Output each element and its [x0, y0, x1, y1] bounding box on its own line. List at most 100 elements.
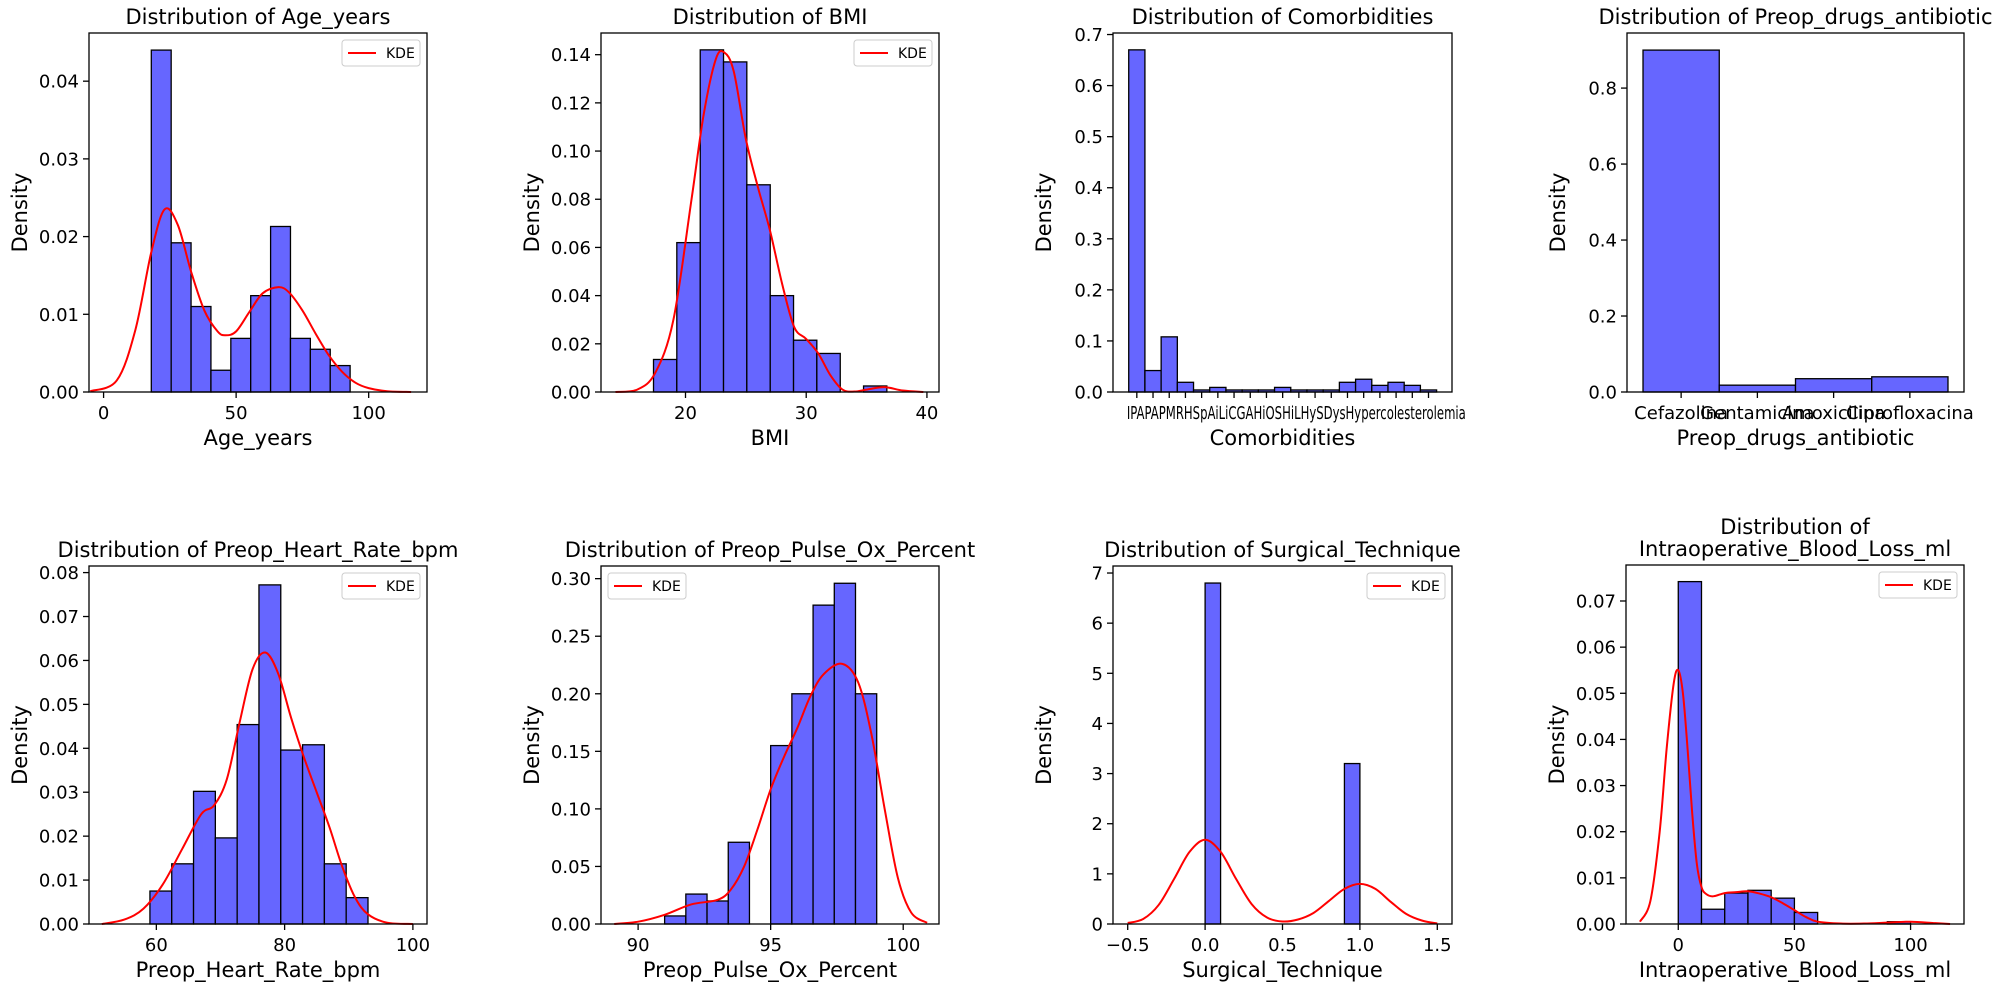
- y-tick-label: 0.06: [551, 238, 591, 259]
- kde-line: [89, 207, 412, 393]
- x-axis-label: Age_years: [204, 426, 313, 451]
- histogram-bar: [1204, 582, 1222, 925]
- y-tick-label: 0.10: [551, 142, 591, 163]
- x-tick-label: 40: [915, 403, 938, 424]
- x-tick-label: 30: [795, 403, 818, 424]
- x-tick-label: 60: [145, 935, 168, 956]
- y-tick-label: 0.14: [551, 45, 591, 66]
- y-tick-label: 2: [1092, 814, 1103, 835]
- x-tick-label: Amoxicilina: [1782, 403, 1885, 424]
- histogram-bar: [323, 863, 347, 925]
- x-tick-label: 100: [396, 935, 430, 956]
- histogram-bar: [652, 358, 678, 393]
- y-tick-label: 0.04: [39, 72, 79, 93]
- histogram-bar: [280, 749, 304, 925]
- chart-blood_loss: 0 50 100 0.00 0.01 0.02 0.03 0.04 0.05 0.06 0.07 Di…: [1545, 515, 1965, 983]
- y-tick-label: 0.05: [1576, 684, 1616, 705]
- legend: KDE: [341, 39, 421, 67]
- x-axis-label: Intraoperative_Blood_Loss_ml: [1639, 958, 1951, 983]
- y-tick-label: 0.7: [1074, 25, 1103, 46]
- y-tick-label: 0.02: [551, 334, 591, 355]
- axes-frame: [88, 32, 428, 393]
- histogram-bar: [1794, 378, 1873, 393]
- histogram-bar: [1160, 336, 1178, 393]
- y-tick-label: 0.04: [1576, 730, 1616, 751]
- y-tick-label: 0.06: [39, 651, 79, 672]
- histogram-bar: [685, 893, 708, 925]
- y-axis-label: Density: [8, 173, 32, 253]
- axes-frame: [1626, 32, 1965, 393]
- x-tick-label: 0: [1673, 935, 1684, 956]
- y-tick-label: 0.2: [1074, 280, 1103, 301]
- x-axis-label: Preop_Heart_Rate_bpm: [136, 958, 381, 983]
- legend-label: KDE: [1923, 578, 1952, 594]
- histogram-bar: [1343, 762, 1361, 925]
- x-tick-label: 50: [225, 403, 248, 424]
- y-axis-label: Density: [1032, 705, 1056, 785]
- y-tick-label: 0.03: [39, 149, 79, 170]
- y-tick-label: 0.00: [551, 383, 591, 404]
- legend-label: KDE: [386, 579, 415, 595]
- x-tick-label: 0.0: [1191, 935, 1220, 956]
- y-axis-label: Density: [8, 705, 32, 785]
- histogram-bar: [236, 723, 260, 925]
- x-tick-label: 95: [759, 935, 782, 956]
- histogram-bar: [699, 49, 725, 393]
- histogram-bar: [149, 890, 173, 925]
- x-tick-label: 100: [886, 935, 920, 956]
- x-tick-label: 1.0: [1346, 935, 1375, 956]
- y-tick-label: 0.01: [39, 305, 79, 326]
- legend-label: KDE: [386, 46, 415, 62]
- histogram-bar: [171, 863, 195, 925]
- y-tick-label: 0.04: [551, 286, 591, 307]
- x-axis-label: Preop_Pulse_Ox_Percent: [643, 958, 897, 983]
- legend-label: KDE: [1411, 579, 1440, 595]
- x-tick-label: 20: [674, 403, 697, 424]
- y-tick-label: 6: [1092, 614, 1103, 635]
- chart-title: Intraoperative_Blood_Loss_ml: [1639, 537, 1951, 562]
- x-tick-label: 100: [1893, 935, 1927, 956]
- x-tick-label: 100: [351, 403, 385, 424]
- chart-title: Distribution of Preop_Pulse_Ox_Percent: [565, 538, 975, 563]
- y-axis-label: Density: [1546, 173, 1570, 253]
- y-tick-label: 0.4: [1074, 178, 1103, 199]
- histogram-bar: [791, 693, 814, 925]
- x-tick-label: 50: [1783, 935, 1806, 956]
- legend: KDE: [341, 572, 421, 600]
- y-tick-label: 0.6: [1588, 155, 1617, 176]
- legend: KDE: [853, 39, 933, 67]
- x-tick-label: 0: [98, 403, 109, 424]
- histogram-bar: [1273, 386, 1292, 393]
- x-axis-label: Preop_drugs_antibiotic: [1677, 426, 1915, 451]
- y-tick-label: 0.0: [1588, 383, 1617, 404]
- axes-frame: [88, 565, 428, 925]
- legend: KDE: [607, 572, 687, 600]
- x-tick-label: Cefazolina: [1634, 403, 1728, 424]
- histogram-bar: [1176, 381, 1195, 393]
- x-tick-label: Ciprofloxacina: [1846, 403, 1974, 424]
- histogram-bar: [722, 61, 748, 393]
- y-axis-label: Density: [520, 705, 544, 785]
- histogram-bar: [250, 294, 272, 393]
- histogram-bar: [210, 369, 232, 393]
- x-axis-label: BMI: [751, 426, 790, 450]
- histogram-bar: [833, 582, 857, 925]
- histogram-bar: [812, 604, 835, 925]
- y-tick-label: 0: [1092, 915, 1103, 936]
- y-tick-label: 0.5: [1074, 127, 1103, 148]
- y-tick-label: 0.01: [1576, 868, 1616, 889]
- x-axis-label: Surgical_Technique: [1182, 958, 1383, 983]
- legend: KDE: [1878, 571, 1958, 599]
- histogram-bar: [663, 915, 687, 925]
- chart-title: Distribution of BMI: [673, 5, 868, 29]
- kde-line: [614, 662, 928, 925]
- y-tick-label: 0.05: [551, 857, 591, 878]
- histogram-bar: [301, 744, 326, 925]
- y-tick-label: 0.08: [39, 563, 79, 584]
- y-tick-label: 0.6: [1074, 76, 1103, 97]
- y-tick-label: 0.06: [1576, 638, 1616, 659]
- chart-title: Distribution of: [1720, 515, 1870, 539]
- axes-frame: [1625, 564, 1965, 925]
- chart-title: Distribution of Preop_Heart_Rate_bpm: [58, 538, 459, 563]
